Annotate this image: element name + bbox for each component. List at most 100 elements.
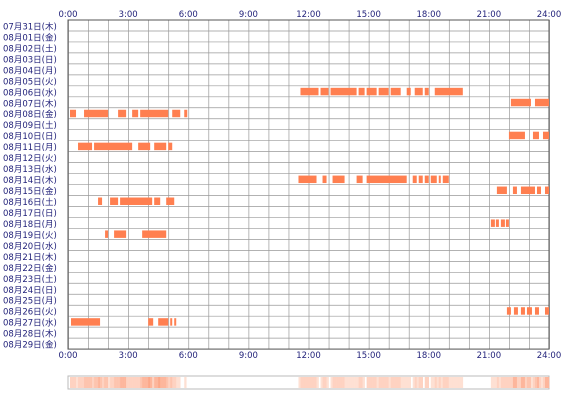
day-label: 08月05日(火) — [3, 77, 57, 87]
activity-bar — [330, 87, 357, 96]
day-label: 08月07日(木) — [3, 98, 57, 109]
activity-bar — [158, 318, 169, 326]
summary-density-cell — [150, 377, 153, 388]
summary-density-cell — [106, 377, 109, 388]
summary-density-cell — [124, 377, 127, 388]
summary-density-cell — [512, 377, 516, 388]
activity-bars — [70, 87, 549, 326]
activity-bar — [442, 175, 449, 184]
activity-bar — [142, 230, 167, 238]
summary-density-cell — [544, 377, 548, 388]
x-tick-label-top: 21:00 — [477, 10, 502, 20]
activity-bar — [414, 87, 423, 96]
summary-density-cell — [444, 377, 448, 388]
x-tick-label-bottom: 24:00 — [537, 351, 562, 361]
summary-density-cell — [170, 377, 173, 388]
summary-density-cell — [532, 377, 536, 388]
x-tick-label-top: 12:00 — [296, 10, 321, 20]
summary-density-cell — [360, 377, 363, 388]
axis-labels: 07月31日(木)08月01日(金)08月02日(土)08月03日(日)08月0… — [3, 10, 561, 361]
activity-bar — [406, 87, 411, 96]
summary-density-cell — [366, 377, 369, 388]
day-label: 08月17日(日) — [3, 209, 57, 219]
summary-density-cell — [368, 377, 371, 388]
summary-density-cell — [418, 377, 422, 388]
summary-density-cell — [440, 377, 444, 388]
summary-density-cell — [386, 377, 389, 388]
summary-density-cell — [408, 377, 412, 388]
summary-density-cell — [166, 377, 169, 388]
day-label: 08月06日(水) — [3, 87, 57, 98]
activity-bar — [430, 175, 437, 184]
activity-bar — [510, 98, 531, 107]
summary-density-cell — [138, 377, 141, 388]
summary-density-cell — [142, 377, 145, 388]
activity-bar — [424, 87, 429, 96]
x-tick-label-top: 15:00 — [356, 10, 381, 20]
summary-density-cell — [400, 377, 403, 388]
activity-bar — [378, 87, 389, 96]
activity-bar — [110, 197, 119, 205]
summary-density-cell — [542, 377, 546, 388]
summary-density-cell — [506, 377, 510, 388]
summary-density-cell — [460, 377, 464, 388]
activity-bar — [534, 307, 539, 315]
summary-density-cell — [152, 377, 155, 388]
activity-bar — [138, 142, 151, 151]
x-tick-label-top: 24:00 — [537, 10, 562, 20]
summary-density-cell — [522, 377, 526, 388]
summary-density-cell — [158, 377, 161, 388]
day-label: 08月03日(日) — [3, 55, 57, 65]
summary-density-cell — [508, 377, 512, 388]
summary-density-cell — [314, 377, 317, 388]
activity-bar — [534, 98, 549, 107]
summary-density-cell — [492, 377, 496, 388]
summary-density-cell — [358, 377, 361, 388]
activity-bar — [508, 131, 525, 140]
summary-density-cell — [388, 377, 391, 388]
summary-density-cell — [88, 377, 91, 388]
summary-density-cell — [438, 377, 442, 388]
activity-bar — [526, 307, 532, 315]
summary-density-cell — [94, 377, 97, 388]
x-tick-label-top: 3:00 — [119, 10, 138, 20]
activity-bar — [505, 219, 509, 227]
x-tick-label-bottom: 18:00 — [417, 351, 442, 361]
activity-bar — [356, 175, 363, 184]
summary-density-cell — [514, 377, 518, 388]
summary-density-cell — [116, 377, 119, 388]
summary-density-cell — [298, 377, 301, 388]
summary-density-cell — [354, 377, 357, 388]
summary-density-cell — [80, 377, 83, 388]
summary-density-cell — [412, 377, 416, 388]
x-tick-label-top: 6:00 — [179, 10, 198, 20]
activity-bar — [118, 109, 127, 118]
summary-density-cell — [498, 377, 502, 388]
x-tick-label-top: 0:00 — [58, 10, 77, 20]
summary-density-cell — [494, 377, 498, 388]
activity-bar — [140, 109, 169, 118]
summary-density-cell — [338, 377, 341, 388]
activity-bar — [168, 142, 173, 151]
summary-density-cell — [120, 377, 123, 388]
summary-density-cell — [390, 377, 393, 388]
activity-bar — [132, 109, 139, 118]
activity-bar — [536, 186, 541, 195]
x-tick-label-bottom: 0:00 — [58, 351, 77, 361]
activity-bar — [438, 175, 441, 184]
summary-density-cell — [146, 377, 149, 388]
summary-density-cell — [432, 377, 436, 388]
summary-density-cell — [304, 377, 307, 388]
day-label: 08月25日(月) — [3, 297, 57, 307]
day-label: 08月21日(木) — [3, 252, 57, 263]
day-label: 08月18日(月) — [3, 220, 57, 230]
summary-density-cell — [84, 377, 87, 388]
summary-density-cell — [540, 377, 544, 388]
activity-bar — [390, 87, 401, 96]
summary-density-cell — [308, 377, 311, 388]
day-label: 08月22日(金) — [3, 263, 57, 274]
summary-strip — [67, 375, 550, 390]
summary-density-cell — [86, 377, 89, 388]
summary-density-cell — [92, 377, 95, 388]
